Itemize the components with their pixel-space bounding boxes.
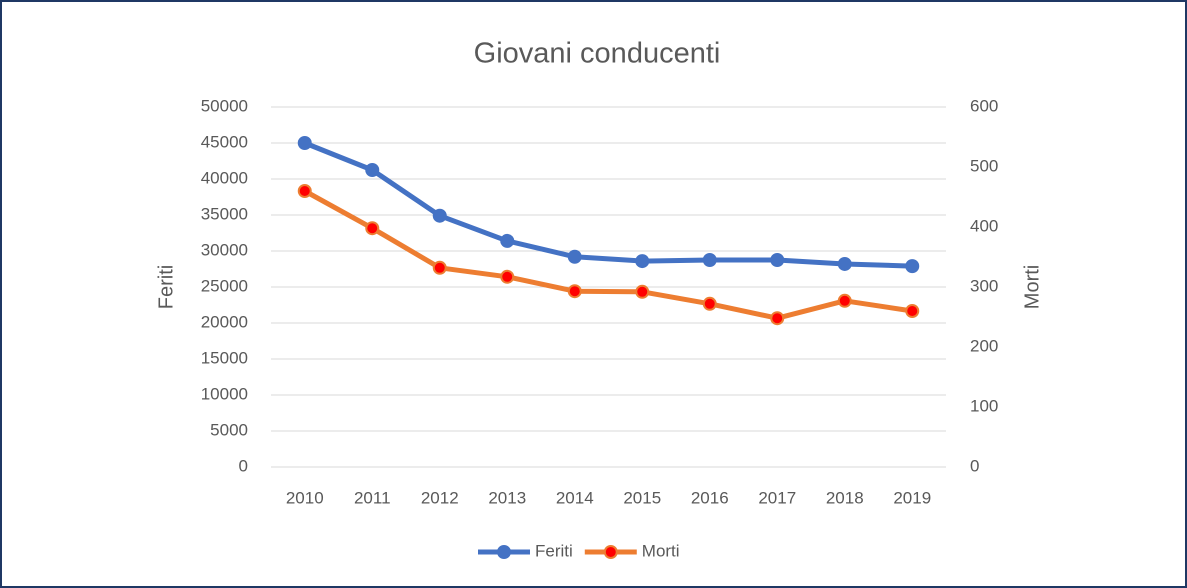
chart-title: Giovani conducenti <box>474 38 721 70</box>
y2-axis-title: Morti <box>1021 265 1043 309</box>
legend-label: Feriti <box>535 541 573 560</box>
data-point <box>905 304 920 318</box>
y-tick-label: 50000 <box>201 96 248 115</box>
series-line <box>303 188 913 321</box>
y2-tick-label: 300 <box>970 276 998 295</box>
y-tick-label: 35000 <box>201 204 248 223</box>
data-point <box>567 284 582 299</box>
x-tick-label: 2011 <box>354 488 391 507</box>
y-tick-label: 40000 <box>201 168 248 187</box>
data-point <box>702 253 717 267</box>
y-tick-label: 10000 <box>201 384 248 403</box>
y2-tick-label: 200 <box>970 336 998 355</box>
x-tick-label: 2017 <box>758 488 796 507</box>
data-point <box>432 260 447 275</box>
x-tick-label: 2015 <box>623 488 661 507</box>
data-point <box>837 256 852 271</box>
legend-label: Morti <box>642 541 680 560</box>
data-point <box>770 311 785 326</box>
data-point <box>500 269 515 284</box>
y-tick-label: 25000 <box>201 276 248 295</box>
y2-tick-label: 0 <box>970 456 979 475</box>
y2-tick-label: 400 <box>970 216 998 235</box>
data-point <box>297 184 312 198</box>
data-point <box>567 249 582 264</box>
y-tick-label: 0 <box>239 456 248 475</box>
y2-tick-label: 100 <box>970 396 998 415</box>
data-point <box>905 259 920 274</box>
x-tick-label: 2012 <box>421 488 459 507</box>
legend-marker <box>603 545 618 559</box>
x-tick-label: 2010 <box>286 488 324 507</box>
x-tick-label: 2019 <box>893 488 931 507</box>
y-tick-label: 30000 <box>201 240 248 259</box>
y2-tick-label: 600 <box>970 96 998 115</box>
data-point <box>635 254 650 269</box>
data-point <box>500 233 515 248</box>
data-point <box>635 284 650 299</box>
data-point <box>365 163 380 177</box>
x-tick-label: 2016 <box>691 488 729 507</box>
x-tick-label: 2014 <box>556 488 594 507</box>
data-point <box>297 136 312 150</box>
y-tick-label: 15000 <box>201 348 248 367</box>
y2-tick-label: 500 <box>970 156 998 175</box>
legend-marker <box>497 545 511 559</box>
y-tick-label: 45000 <box>201 132 248 151</box>
data-point <box>365 221 380 236</box>
x-tick-label: 2018 <box>826 488 864 507</box>
x-tick-label: 2013 <box>488 488 526 507</box>
data-point <box>432 208 447 223</box>
series-line <box>303 140 913 269</box>
y-tick-label: 5000 <box>210 420 248 439</box>
data-point <box>837 293 852 308</box>
y-axis-title: Feriti <box>155 265 177 309</box>
y-tick-label: 20000 <box>201 312 248 331</box>
data-point <box>770 253 785 267</box>
data-point <box>702 296 717 311</box>
